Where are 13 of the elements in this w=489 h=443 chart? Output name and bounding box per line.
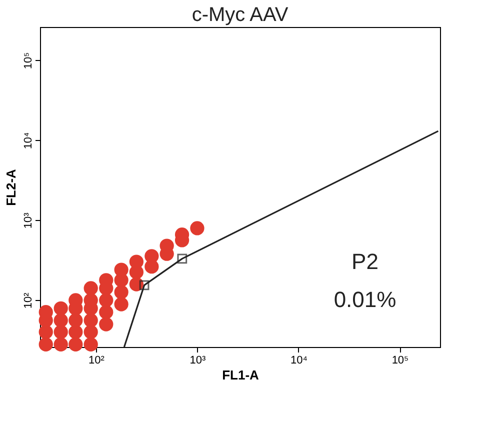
x-tick-label: 10³ xyxy=(190,354,206,366)
chart-title: c-Myc AAV xyxy=(192,4,289,26)
y-axis-title: FL2-A xyxy=(4,168,18,206)
x-tick-label: 10⁴ xyxy=(290,354,308,366)
y-tick-label: 10² xyxy=(22,292,34,309)
y-tick-label: 10⁵ xyxy=(22,52,34,70)
x-tick-label: 10⁵ xyxy=(392,354,409,366)
y-tick-label: 10³ xyxy=(22,212,34,229)
x-axis-title: FL1-A xyxy=(222,368,260,382)
x-tick-label: 10² xyxy=(88,354,105,366)
annotation: P2 xyxy=(352,249,378,274)
y-tick-label: 10⁴ xyxy=(22,132,34,150)
annotation: 0.01% xyxy=(334,287,396,312)
